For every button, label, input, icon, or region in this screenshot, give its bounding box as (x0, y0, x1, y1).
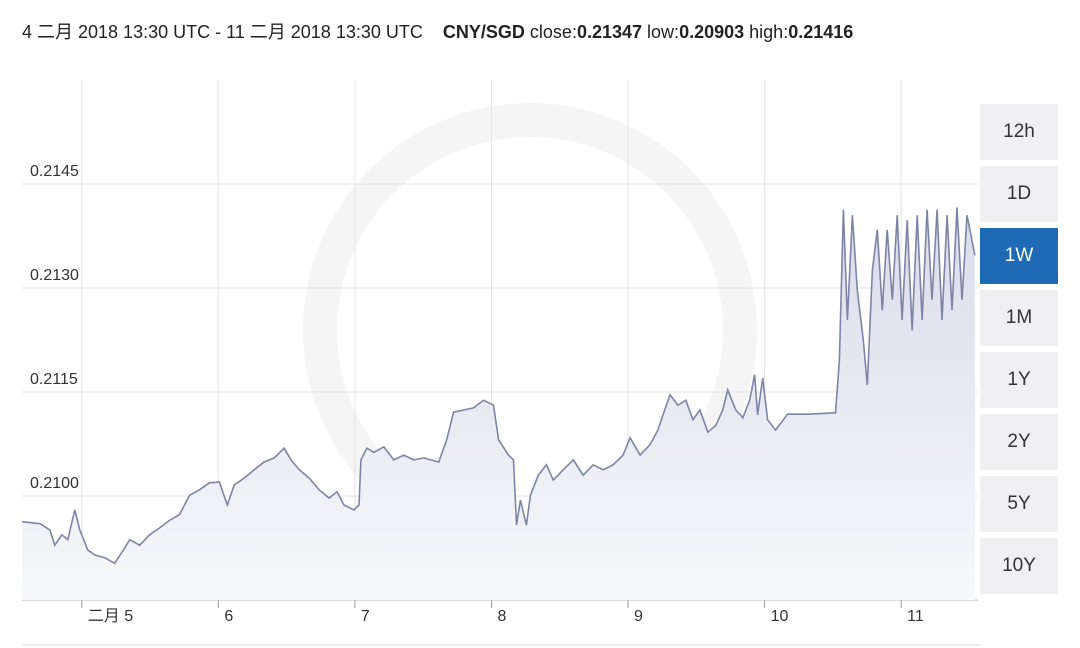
x-tick-label: 11 (907, 608, 924, 625)
y-tick-label: 0.2145 (30, 163, 79, 180)
line (21, 207, 976, 565)
range-button[interactable]: 5Y (980, 476, 1058, 532)
header: 4 二月 2018 13:30 UTC - 11 二月 2018 13:30 U… (22, 18, 982, 47)
range-button[interactable]: 10Y (980, 538, 1058, 594)
x-tick-label: 9 (634, 608, 643, 625)
x-tick-label: 7 (361, 608, 370, 625)
y-tick-label: 0.2100 (30, 475, 79, 492)
stat-label: low: (647, 22, 680, 42)
x-tick-label: 6 (224, 608, 233, 625)
stat-label: close: (529, 22, 577, 42)
x-tick-label: 10 (771, 608, 789, 625)
range-button[interactable]: 1D (980, 166, 1058, 222)
range-button[interactable]: 1M (980, 290, 1058, 346)
y-tick-label: 0.2115 (30, 371, 78, 388)
pair: CNY/SGD (442, 22, 525, 42)
range-button[interactable]: 2Y (980, 414, 1058, 470)
x-tick-label: 8 (497, 608, 506, 625)
y-tick-label: 0.2130 (30, 267, 79, 284)
period: 4 二月 2018 13:30 UTC - 11 二月 2018 13:30 U… (22, 22, 423, 42)
range-button[interactable]: 12h (980, 104, 1058, 160)
area (22, 207, 975, 600)
stat-value: 0.21347 (576, 22, 643, 42)
range-button[interactable]: 1Y (980, 352, 1058, 408)
stat-value: 0.20903 (679, 22, 745, 42)
range-button[interactable]: 1W (980, 228, 1058, 284)
stat-value: 0.21416 (788, 22, 854, 42)
x-tick-label: 二月 5 (88, 608, 133, 625)
stat-label: high: (749, 22, 789, 42)
